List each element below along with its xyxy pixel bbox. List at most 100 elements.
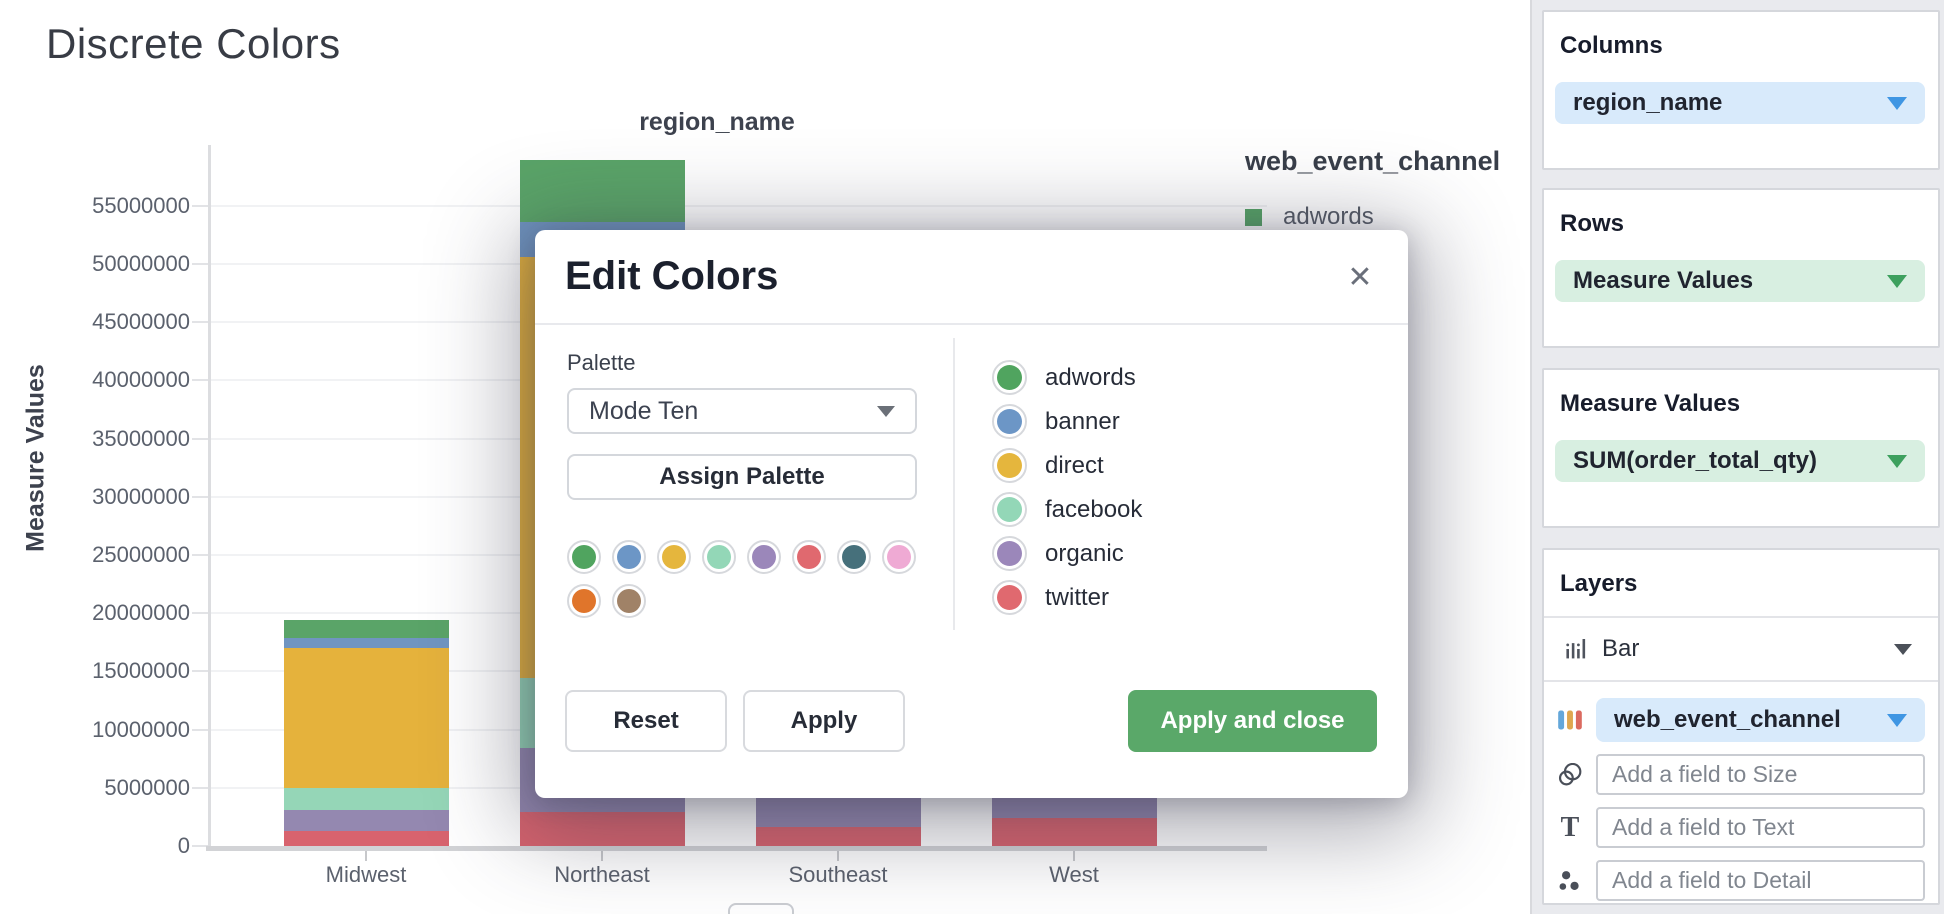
y-tick-label: 40000000 bbox=[92, 367, 190, 393]
palette-swatch-6[interactable] bbox=[792, 540, 826, 574]
bar-segment-facebook[interactable] bbox=[284, 787, 449, 810]
bar-segment-twitter[interactable] bbox=[520, 812, 685, 846]
bar-segment-twitter[interactable] bbox=[284, 830, 449, 846]
palette-select-value: Mode Ten bbox=[589, 396, 699, 425]
columns-field-pill[interactable]: region_name bbox=[1555, 82, 1925, 124]
y-tick-label: 55000000 bbox=[92, 192, 190, 218]
color-legend-icon bbox=[1544, 707, 1596, 733]
config-sidebar: Columns region_name Rows Measure Values … bbox=[1530, 0, 1944, 914]
gridline bbox=[210, 204, 1267, 207]
apply-and-close-button[interactable]: Apply and close bbox=[1128, 690, 1377, 752]
palette-swatch-1[interactable] bbox=[567, 540, 601, 574]
chevron-down-icon bbox=[1887, 454, 1907, 468]
close-icon[interactable]: ✕ bbox=[1338, 256, 1382, 300]
y-tick-mark bbox=[192, 437, 208, 440]
measure-values-card: Measure Values SUM(order_total_qty) bbox=[1542, 368, 1940, 528]
dialog-series-row: twitter bbox=[992, 580, 1142, 615]
series-color-swatch-organic[interactable] bbox=[992, 536, 1027, 571]
series-color-swatch-adwords[interactable] bbox=[992, 360, 1027, 395]
dialog-title: Edit Colors bbox=[565, 254, 779, 298]
series-color-swatch-banner[interactable] bbox=[992, 404, 1027, 439]
layers-heading: Layers bbox=[1560, 570, 1638, 597]
columns-heading: Columns bbox=[1560, 32, 1663, 59]
series-color-swatch-facebook[interactable] bbox=[992, 492, 1027, 527]
bar-segment-twitter[interactable] bbox=[756, 827, 921, 846]
series-color-swatch-direct[interactable] bbox=[992, 448, 1027, 483]
palette-swatch-2[interactable] bbox=[612, 540, 646, 574]
series-swatch-color bbox=[997, 585, 1022, 610]
legend-swatch-icon bbox=[1245, 208, 1262, 226]
bar-segment-banner[interactable] bbox=[284, 637, 449, 649]
y-tick-label: 0 bbox=[177, 833, 190, 858]
palette-swatch-4[interactable] bbox=[702, 540, 736, 574]
x-tick-mark bbox=[365, 851, 367, 861]
series-swatch-color bbox=[997, 497, 1022, 522]
detail-field-row bbox=[1544, 860, 1925, 901]
y-tick-mark bbox=[192, 728, 208, 731]
detail-field-input[interactable] bbox=[1596, 860, 1925, 901]
y-tick-label: 50000000 bbox=[92, 251, 190, 276]
series-color-swatch-twitter[interactable] bbox=[992, 580, 1027, 615]
bar-segment-twitter[interactable] bbox=[992, 818, 1157, 846]
columns-card: Columns region_name bbox=[1542, 10, 1940, 170]
bar-segment-direct[interactable] bbox=[284, 648, 449, 788]
columns-field-label: region_name bbox=[1573, 89, 1723, 116]
palette-swatch-color bbox=[617, 589, 641, 613]
palette-swatch-9[interactable] bbox=[567, 584, 601, 618]
palette-swatch-color bbox=[572, 589, 596, 613]
text-field-row: T bbox=[1544, 807, 1925, 848]
dialog-series-row: direct bbox=[992, 448, 1142, 483]
reset-button[interactable]: Reset bbox=[565, 690, 727, 752]
series-label: adwords bbox=[1045, 363, 1136, 391]
color-field-row: web_event_channel bbox=[1544, 698, 1925, 742]
series-label: banner bbox=[1045, 407, 1120, 435]
x-tick-mark bbox=[837, 851, 839, 861]
dialog-series-row: banner bbox=[992, 404, 1142, 439]
chevron-down-icon bbox=[1887, 713, 1907, 727]
dialog-series-row: organic bbox=[992, 536, 1142, 571]
series-label: twitter bbox=[1045, 583, 1110, 611]
measure-values-field-pill[interactable]: SUM(order_total_qty) bbox=[1555, 440, 1925, 482]
text-icon: T bbox=[1560, 811, 1580, 843]
chevron-down-icon bbox=[1894, 643, 1912, 655]
text-field-input[interactable] bbox=[1596, 807, 1925, 848]
rows-field-pill[interactable]: Measure Values bbox=[1555, 260, 1925, 302]
series-swatch-color bbox=[997, 541, 1022, 566]
palette-swatch-7[interactable] bbox=[837, 540, 871, 574]
y-tick-label: 15000000 bbox=[92, 658, 190, 684]
palette-select[interactable]: Mode Ten bbox=[567, 388, 917, 434]
palette-swatch-10[interactable] bbox=[612, 584, 646, 618]
dialog-series-list: adwords banner direct facebook organic twitte… bbox=[992, 360, 1142, 624]
palette-swatch-color bbox=[752, 545, 776, 569]
palette-swatch-8[interactable] bbox=[882, 540, 916, 574]
palette-swatch-5[interactable] bbox=[747, 540, 781, 574]
size-field-input[interactable] bbox=[1596, 754, 1925, 795]
size-icon bbox=[1544, 762, 1596, 787]
x-axis-label: West bbox=[1049, 862, 1099, 887]
series-label: direct bbox=[1045, 451, 1104, 479]
assign-palette-button[interactable]: Assign Palette bbox=[567, 454, 917, 500]
x-tick-mark bbox=[601, 851, 603, 861]
y-tick-label: 5000000 bbox=[104, 774, 190, 800]
y-tick-mark bbox=[192, 495, 208, 498]
series-swatch-color bbox=[997, 365, 1022, 390]
color-field-label: web_event_channel bbox=[1614, 706, 1841, 733]
bar-segment-adwords[interactable] bbox=[520, 160, 685, 223]
y-tick-mark bbox=[192, 670, 208, 673]
rows-card: Rows Measure Values bbox=[1542, 188, 1940, 348]
chart-legend-label: adwords bbox=[1283, 203, 1374, 230]
palette-swatch-color bbox=[707, 545, 731, 569]
chart-legend-item[interactable]: adwords bbox=[1245, 203, 1374, 231]
edit-colors-dialog: Edit Colors ✕ Palette Mode Ten Assign Pa… bbox=[535, 230, 1408, 798]
palette-swatch-3[interactable] bbox=[657, 540, 691, 574]
layer-type-label: Bar bbox=[1602, 635, 1640, 662]
bar-segment-adwords[interactable] bbox=[284, 620, 449, 638]
partial-cutoff-control[interactable] bbox=[728, 903, 794, 914]
bar-segment-organic[interactable] bbox=[284, 809, 449, 831]
color-field-pill[interactable]: web_event_channel bbox=[1596, 698, 1925, 742]
apply-button[interactable]: Apply bbox=[743, 690, 905, 752]
series-swatch-color bbox=[997, 453, 1022, 478]
layer-type-selector[interactable]: Bar bbox=[1544, 618, 1938, 680]
dialog-series-row: adwords bbox=[992, 360, 1142, 395]
